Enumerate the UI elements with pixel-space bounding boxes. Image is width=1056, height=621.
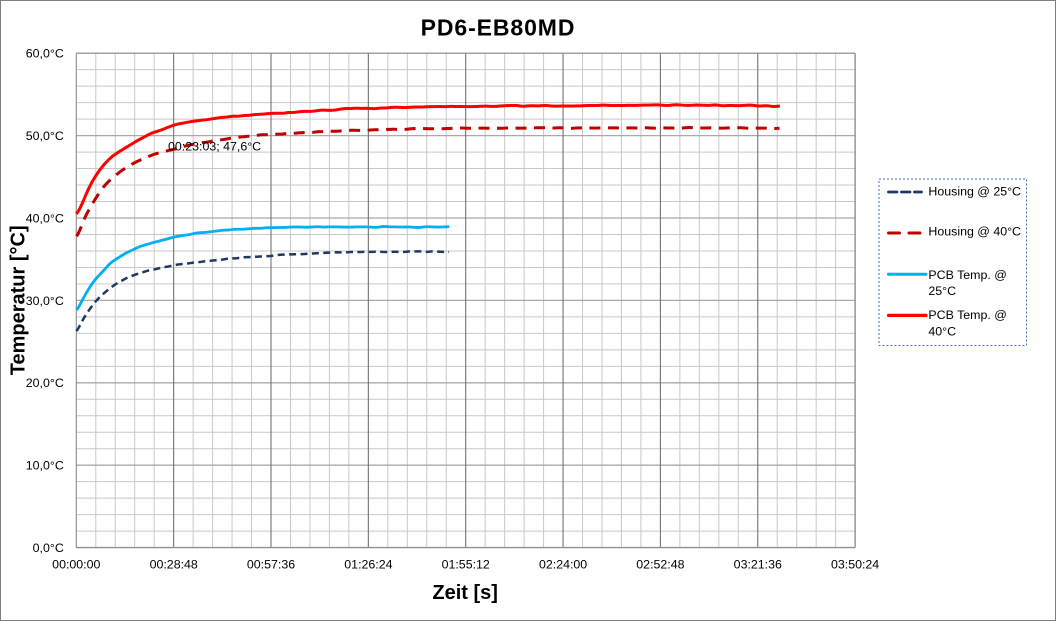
svg-text:30,0°C: 30,0°C <box>26 294 64 308</box>
svg-text:PCB Temp. @: PCB Temp. @ <box>928 308 1006 322</box>
svg-text:20,0°C: 20,0°C <box>26 376 64 390</box>
svg-text:Zeit [s]: Zeit [s] <box>432 582 498 604</box>
svg-text:60,0°C: 60,0°C <box>26 47 64 61</box>
svg-text:00:23:03; 47,6°C: 00:23:03; 47,6°C <box>168 140 261 154</box>
svg-text:01:55:12: 01:55:12 <box>442 558 490 572</box>
svg-text:0,0°C: 0,0°C <box>33 541 64 555</box>
svg-text:PCB Temp. @: PCB Temp. @ <box>928 268 1006 282</box>
svg-text:50,0°C: 50,0°C <box>26 129 64 143</box>
svg-text:40,0°C: 40,0°C <box>26 211 64 225</box>
svg-text:02:24:00: 02:24:00 <box>539 558 587 572</box>
svg-text:01:26:24: 01:26:24 <box>344 558 392 572</box>
svg-text:Housing @ 25°C: Housing @ 25°C <box>928 185 1021 199</box>
svg-text:40°C: 40°C <box>928 324 956 338</box>
svg-text:03:21:36: 03:21:36 <box>734 558 782 572</box>
svg-text:25°C: 25°C <box>928 284 956 298</box>
svg-text:Housing @ 40°C: Housing @ 40°C <box>928 224 1021 238</box>
svg-text:Temperatur [°C]: Temperatur [°C] <box>8 225 30 375</box>
svg-text:10,0°C: 10,0°C <box>26 459 64 473</box>
svg-text:00:57:36: 00:57:36 <box>247 558 295 572</box>
svg-text:02:52:48: 02:52:48 <box>636 558 684 572</box>
svg-text:00:00:00: 00:00:00 <box>52 558 100 572</box>
svg-text:00:28:48: 00:28:48 <box>150 558 198 572</box>
svg-text:PD6-EB80MD: PD6-EB80MD <box>421 14 576 40</box>
svg-text:03:50:24: 03:50:24 <box>831 558 879 572</box>
